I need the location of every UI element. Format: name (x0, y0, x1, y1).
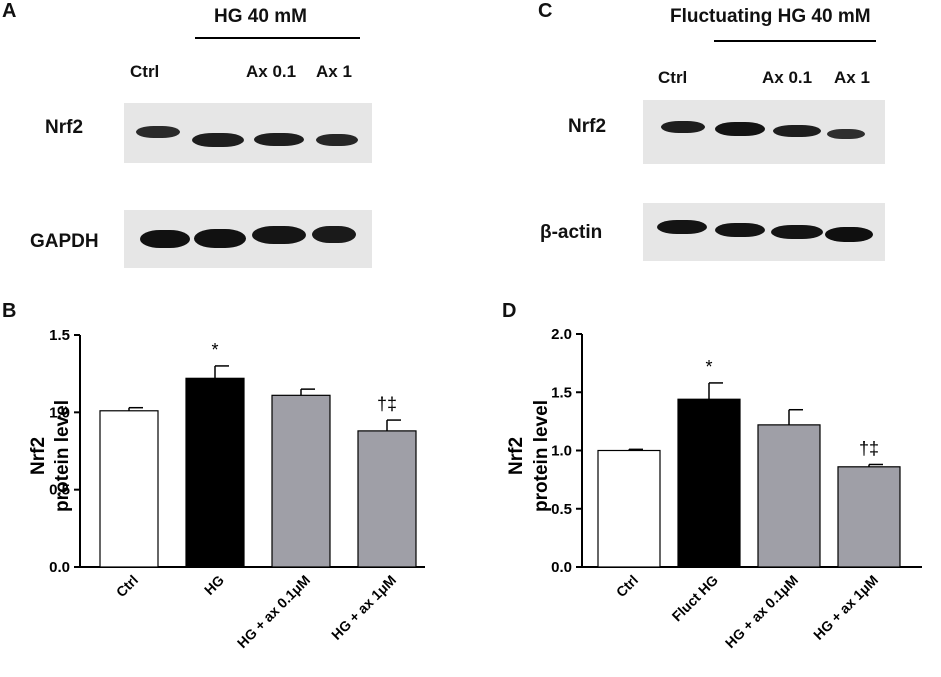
x-tick-label: HG + ax 0.1μM (722, 572, 801, 651)
y-axis-label: protein level (52, 400, 73, 512)
blot-c-lane-ctrl: Ctrl (658, 68, 688, 87)
blot-band (136, 126, 180, 138)
bar (185, 377, 245, 568)
blot-a-title: HG 40 mM (214, 6, 307, 27)
bar (837, 466, 901, 568)
blot-c-title-underline (714, 40, 876, 42)
blot-band (252, 226, 306, 244)
x-tick-label: HG + ax 1μM (810, 572, 881, 643)
x-tick-label: HG + ax 0.1μM (234, 572, 313, 651)
blot-a-row-nrf2: Nrf2 (45, 117, 84, 138)
blot-band (194, 229, 246, 248)
y-axis-label: Nrf2 (506, 437, 527, 475)
y-tick-label: 0.0 (49, 559, 70, 576)
blot-band (661, 121, 705, 133)
blot-band (715, 223, 765, 237)
x-tick-label: Ctrl (613, 572, 641, 600)
y-axis-label: protein level (531, 400, 552, 512)
bar (357, 430, 417, 568)
y-tick-label: 0.5 (49, 482, 70, 499)
blot-band (827, 129, 865, 139)
blot-band (192, 133, 244, 147)
blot-a-nrf2-strip (124, 103, 372, 163)
bar-chart-d: 0.0 0.5 1.0 1.5 2.0 Nrf2 protein level Ctrl * Flu… (506, 326, 922, 651)
blot-band (254, 133, 304, 146)
significance-marker: * (211, 340, 218, 360)
blot-c-nrf2-strip (643, 100, 885, 164)
bar-chart-b: 0.0 0.5 1.0 1.5 Nrf2 protein level Ctrl * HG HG +… (28, 327, 425, 651)
blot-band (312, 226, 356, 243)
significance-marker: †‡ (377, 394, 397, 414)
blot-band (657, 220, 707, 234)
blot-band (140, 230, 190, 248)
blot-a-lane-ax01: Ax 0.1 (246, 62, 297, 81)
blot-c-lane-ax01: Ax 0.1 (762, 68, 813, 87)
blot-c-beta-actin-strip (643, 203, 885, 261)
panel-letter-a: A (2, 0, 17, 22)
blot-a-row-gapdh: GAPDH (30, 231, 99, 252)
y-tick-label: 0.0 (551, 559, 572, 576)
panel-letter-b: B (2, 300, 17, 322)
bar (757, 424, 821, 568)
blot-c-lane-ax1: Ax 1 (834, 68, 870, 87)
y-tick-label: 1.0 (551, 443, 572, 460)
y-tick-label: 0.5 (551, 501, 572, 518)
blot-band (715, 122, 765, 136)
x-tick-label: Fluct HG (669, 572, 722, 625)
x-tick-label: Ctrl (113, 572, 141, 600)
y-tick-label: 1.5 (49, 327, 70, 344)
blot-band (773, 125, 821, 137)
bar (597, 449, 661, 568)
x-tick-label: HG (201, 572, 227, 598)
bar (271, 394, 331, 568)
bar (99, 410, 159, 568)
panel-letter-d: D (502, 300, 517, 322)
panel-letter-c: C (538, 0, 553, 22)
y-tick-label: 1.5 (551, 384, 572, 401)
y-tick-label: 1.0 (49, 404, 70, 421)
blot-a-lane-ax1: Ax 1 (316, 62, 352, 81)
bar (677, 398, 741, 568)
blot-c-row-beta-actin: β-actin (540, 222, 603, 243)
significance-marker: †‡ (859, 438, 879, 458)
blot-a-gapdh-strip (124, 210, 372, 268)
blot-c-title: Fluctuating HG 40 mM (670, 6, 871, 27)
x-tick-label: HG + ax 1μM (328, 572, 399, 643)
y-tick-label: 2.0 (551, 326, 572, 343)
blot-band (771, 225, 823, 239)
blot-a-lane-ctrl: Ctrl (130, 62, 160, 81)
significance-marker: * (705, 357, 712, 377)
blot-band (316, 134, 358, 146)
blot-a-title-underline (195, 37, 360, 39)
y-axis-label: Nrf2 (28, 437, 49, 475)
blot-band (825, 227, 873, 242)
blot-c-row-nrf2: Nrf2 (568, 116, 607, 137)
